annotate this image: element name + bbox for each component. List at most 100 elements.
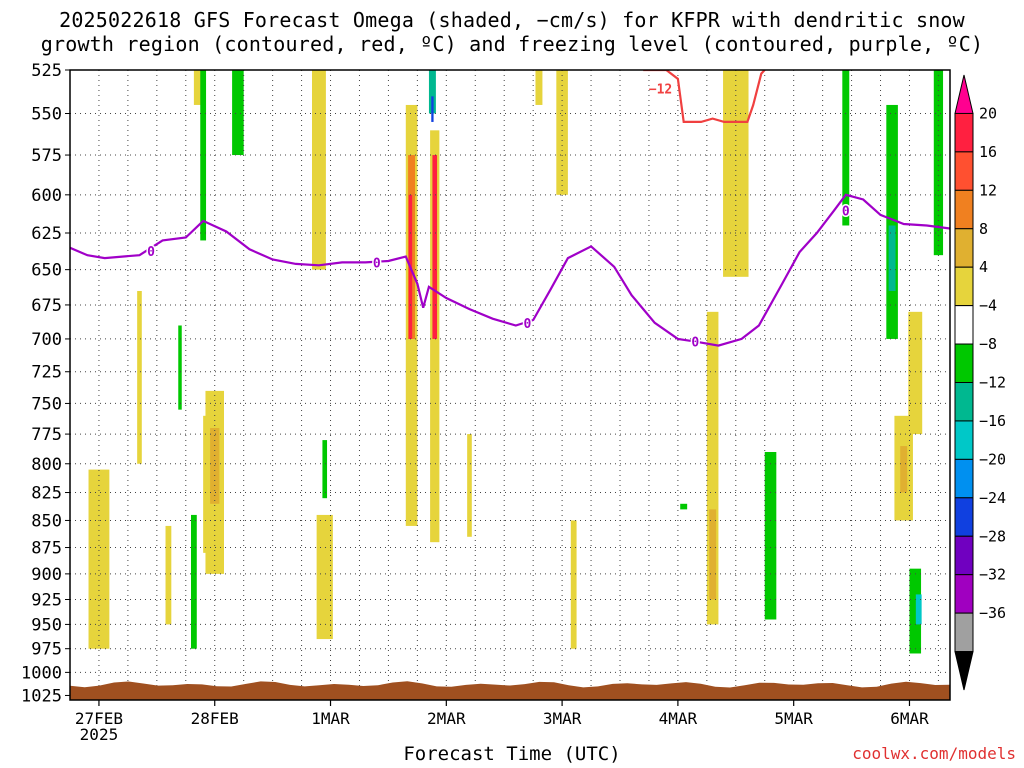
omega-cell [191,514,197,649]
colorbar-swatch [954,228,974,268]
omega-cell [888,225,896,291]
colorbar-label: −4 [979,297,997,315]
colorbar-label: −8 [979,335,997,353]
dendritic-growth-contour [643,70,766,124]
y-tick-label: 775 [31,425,62,445]
y-tick-label: 575 [31,146,62,166]
y-tick-label: 900 [31,565,62,585]
y-tick-label: 825 [31,484,62,504]
omega-cell [432,155,438,339]
colorbar-swatch [954,382,974,422]
y-tick-label: 950 [31,615,62,635]
colorbar-swatch [954,420,974,460]
colorbar-label: 8 [979,220,988,238]
x-tick-label: 4MAR [659,709,698,728]
omega-cell [467,434,472,537]
x-axis-label: Forecast Time (UTC) [403,743,621,765]
omega-cell [200,70,207,241]
x-tick-label: 2MAR [427,709,466,728]
x-tick-label: 6MAR [890,709,929,728]
y-tick-label: 725 [31,363,62,383]
colorbar-swatch [954,458,974,499]
omega-cell [137,290,142,464]
freezing-level-label: 0 [523,317,531,332]
y-tick-label: 875 [31,539,62,559]
omega-cell [322,440,328,499]
omega-cell [428,70,436,114]
contours: 0 0 0 0 0 −12 [70,70,950,352]
y-tick-label: 675 [31,296,62,316]
freezing-level-label: 0 [147,245,155,260]
omega-cell [316,514,333,640]
y-tick-label: 525 [31,61,62,81]
y-tick-label: 975 [31,640,62,660]
y-tick-label: 925 [31,590,62,610]
colorbar-swatch [954,343,974,383]
omega-cell [933,70,944,256]
colorbar-swatch [954,305,974,345]
omega-cell [165,525,172,625]
y-tick-label: 550 [31,104,62,124]
y-tick-label: 700 [31,330,62,350]
y-tick-label: 650 [31,261,62,281]
omega-cell [431,96,434,122]
x-tick-label: 5MAR [774,709,813,728]
omega-cell [680,503,688,510]
colorbar-label: −28 [979,527,1006,545]
freezing-level-label: 0 [691,336,699,351]
y-tick-label: 1000 [21,663,62,683]
colorbar-swatch [954,266,974,307]
dendritic-contour-label: −12 [649,83,672,98]
y-tick-label: 625 [31,224,62,244]
x-tick-sublabel: 2025 [80,725,119,744]
colorbar-label: −20 [979,450,1006,468]
colorbar-swatch [954,497,974,537]
colorbar-swatch [954,189,974,230]
chart-title-line2: growth region (contoured, red, ºC) and f… [40,32,984,56]
colorbar-swatch [954,651,974,691]
omega-cell [88,469,110,649]
omega-cell [178,325,182,410]
omega-cell [535,70,543,105]
colorbar-swatch [954,535,974,576]
omega-cell [570,520,577,649]
colorbar-label: −16 [979,412,1006,430]
colorbar-label: 16 [979,143,997,161]
colorbar-label: 4 [979,258,988,276]
freezing-level-contour [70,193,950,347]
terrain-ground [70,681,950,700]
x-tick-label: 3MAR [543,709,582,728]
colorbar-label: −12 [979,374,1006,392]
colorbar-swatch [954,574,974,614]
x-tick-label: 28FEB [191,709,239,728]
y-axis-ticks: 525 550 575 600 625 650 675 700 725 750 775 800 825 8… [21,61,70,706]
omega-cell [842,70,850,226]
omega-cell [232,70,244,156]
x-tick-label: 1MAR [311,709,350,728]
omega-cell [915,594,922,625]
credit-text: coolwx.com/models [852,744,1016,763]
y-tick-label: 750 [31,394,62,414]
colorbar-label: 20 [979,104,997,122]
colorbar-swatch [954,612,974,653]
omega-cell [709,509,717,600]
colorbar-swatch [954,74,974,114]
plot-frame [69,69,951,701]
colorbar-label: −36 [979,604,1006,622]
colorbar-label: −32 [979,566,1006,584]
x-tick-label: 27FEB [75,709,123,728]
omega-cell [706,311,719,625]
colorbar-label: 12 [979,181,997,199]
omega-shading [88,70,944,654]
omega-cell [764,452,777,620]
freezing-level-label: 0 [842,204,850,219]
y-tick-label: 600 [31,186,62,206]
omega-cell [312,70,326,270]
freezing-level-label: 0 [373,256,381,271]
omega-cell [556,70,568,195]
omega-cell [723,70,749,277]
colorbar-swatch [954,112,974,153]
omega-cell [193,70,201,105]
